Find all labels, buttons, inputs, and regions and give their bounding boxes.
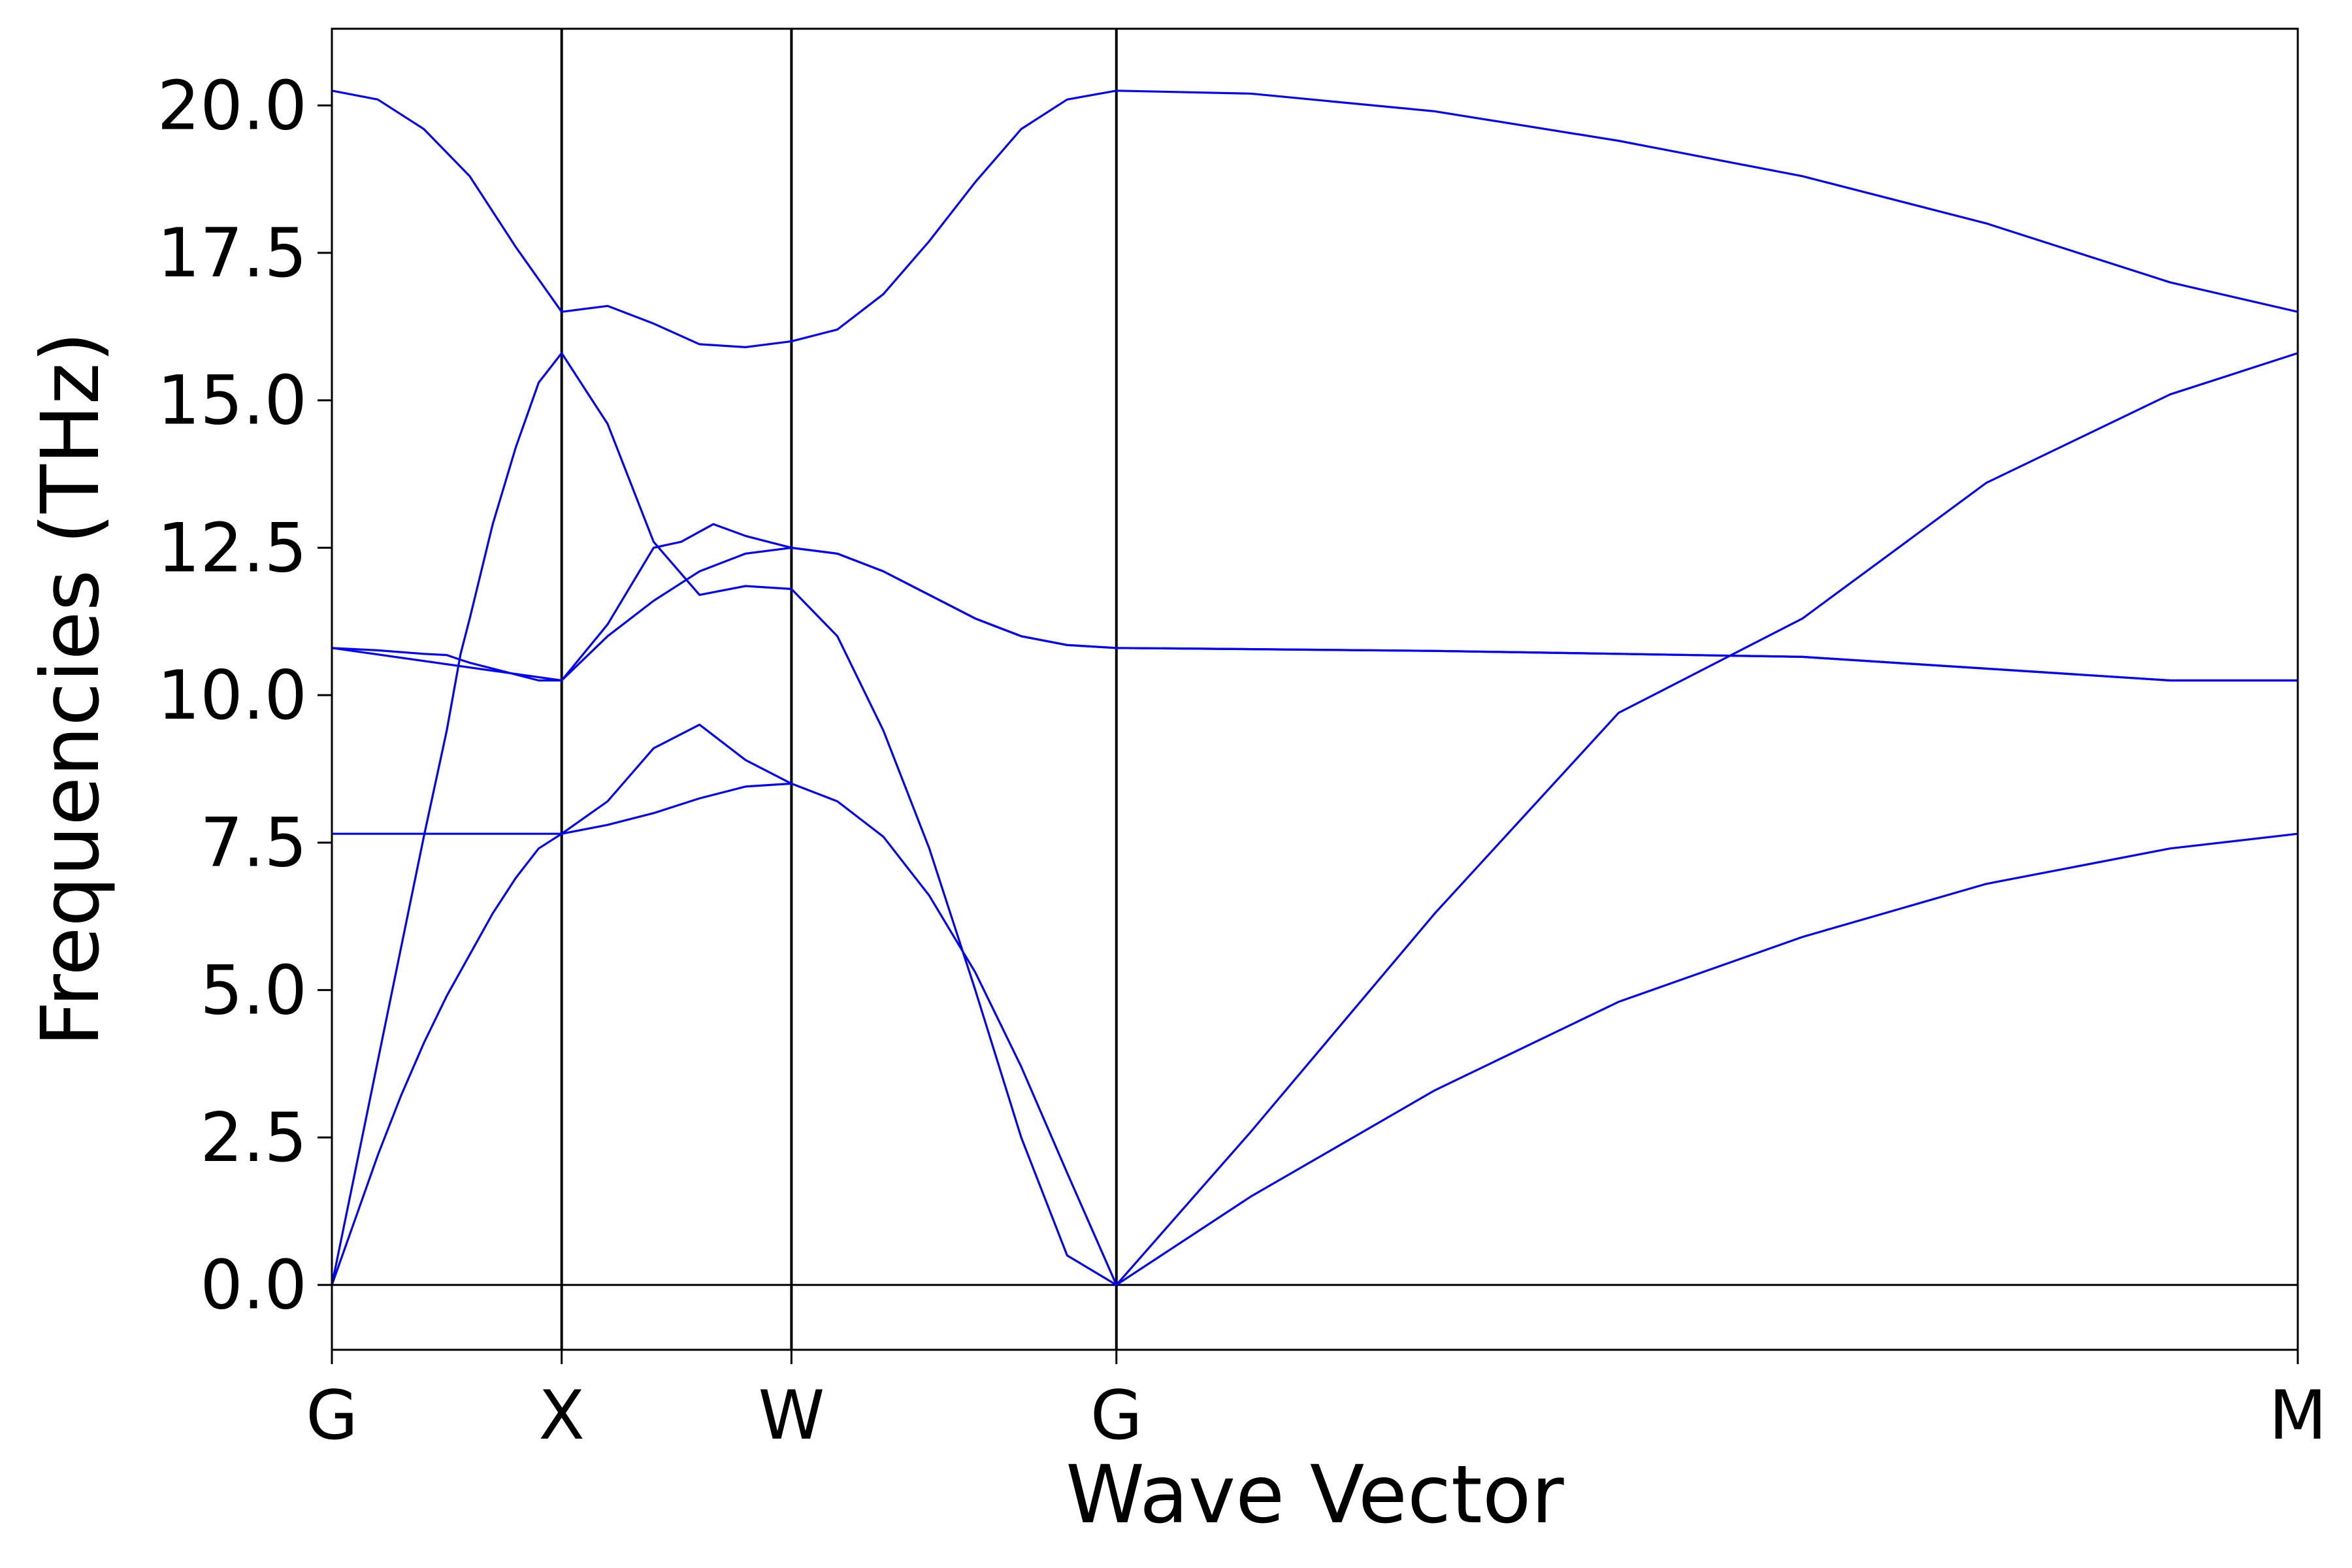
x-tick-label: G — [306, 1377, 358, 1455]
x-tick-label: G — [1090, 1377, 1143, 1455]
x-tick-label: W — [758, 1377, 825, 1455]
plot-frame — [331, 27, 2299, 1351]
y-tick-label: 2.5 — [200, 1099, 307, 1177]
phonon-branch-line — [331, 523, 2298, 682]
y-tick-label: 10.0 — [157, 657, 307, 735]
x-tick-label: M — [2269, 1377, 2327, 1455]
x-tick-label: X — [538, 1377, 585, 1455]
y-tick-label: 17.5 — [157, 214, 307, 293]
y-tick-label: 7.5 — [200, 804, 307, 883]
phonon-branch-line — [331, 90, 2298, 349]
y-axis: 0.0 2.5 5.0 7.5 10.0 12.5 15.0 17.5 20.0 — [157, 67, 2298, 1325]
x-axis-title: Wave Vector — [1066, 1448, 1564, 1541]
series-lines — [331, 90, 2298, 1286]
phonon-branch-line — [331, 546, 2298, 682]
y-tick-label: 15.0 — [157, 362, 307, 440]
phonon-branch-line — [332, 723, 792, 835]
y-tick-label: 5.0 — [200, 951, 307, 1030]
y-axis-title: Frequencies (THz) — [24, 332, 117, 1047]
y-tick-label: 12.5 — [157, 509, 307, 587]
y-tick-label: 0.0 — [200, 1247, 307, 1325]
phonon-branch-line — [331, 782, 2298, 1286]
phonon-branch-line — [331, 351, 2298, 1286]
y-tick-label: 20.0 — [157, 67, 307, 145]
